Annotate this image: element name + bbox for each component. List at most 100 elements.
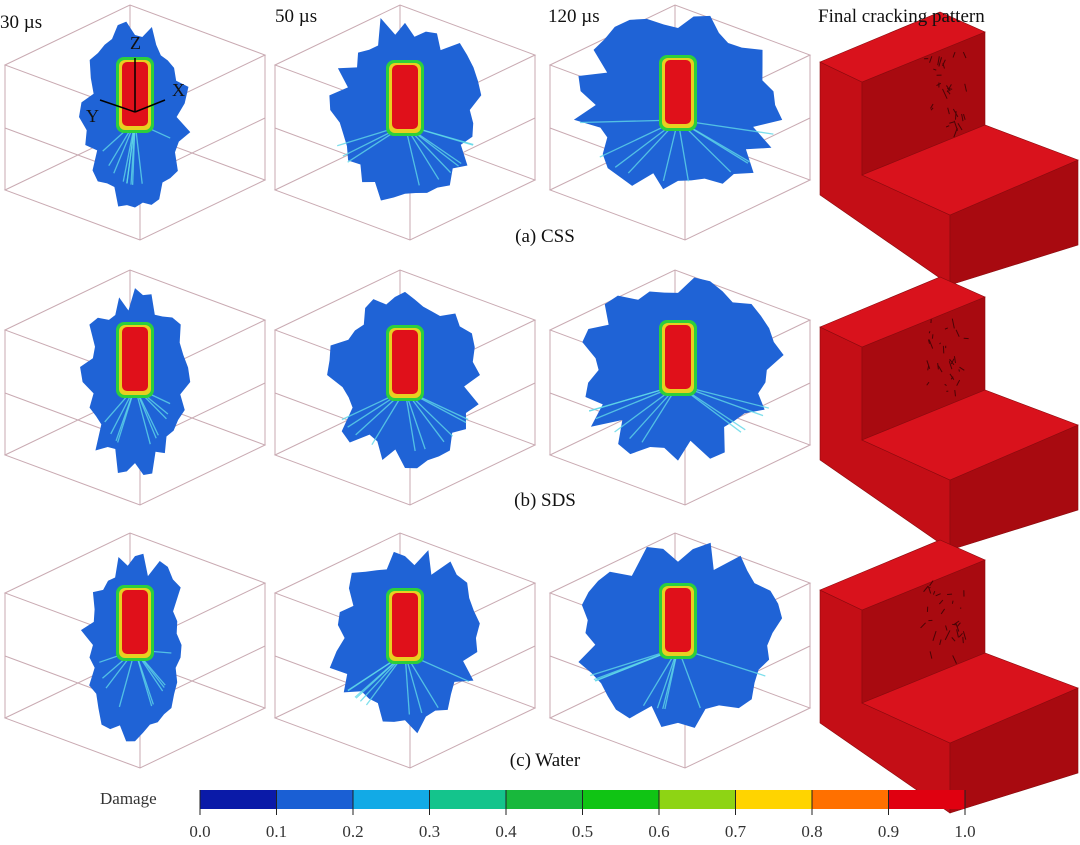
panel-r2-c2 [548,532,812,769]
colorbar-tick-label: 0.8 [801,822,823,841]
colorbar-segment-1 [276,790,353,809]
caption-water: (c) Water [509,750,581,771]
colorbar-segment-0 [200,790,277,809]
panel-r1-c0 [3,269,267,506]
colorbar-tick-label: 0.7 [724,822,747,841]
final-block-r2 [819,539,1079,814]
colorbar-tick-label: 0.1 [265,822,288,841]
crack-line [920,622,926,629]
crack-line [950,376,954,380]
caption-sds: (b) SDS [514,490,576,511]
axis-x-label: X [172,80,185,100]
crack-line [941,59,946,67]
crack-line [937,56,940,66]
crack-line [956,629,959,638]
crack-line [940,608,946,615]
crack-line [950,358,955,365]
crack-line [954,390,956,397]
crack-line [946,84,952,93]
crack-line [962,636,964,644]
colorbar-segment-8 [812,790,889,809]
crack-line [930,107,934,111]
colorbar-tick-label: 0.9 [877,822,900,841]
damage-core [665,588,691,652]
block-top-face [819,11,986,83]
colorbar-tick-label: 1.0 [954,822,976,841]
crack-line [962,51,967,59]
crack-line [939,639,942,645]
crack-line [945,125,950,128]
crack-line [929,651,933,659]
crack-line [956,622,961,628]
panel-r0-c0 [3,4,267,241]
crack-line [961,113,964,122]
block-top-face [819,276,986,348]
damage-core [122,590,148,654]
crack-line [952,655,957,664]
crack-line [951,600,954,604]
crack-line [953,620,960,625]
label-120us: 120 µs [548,6,600,27]
colorbar-tick-label: 0.6 [648,822,670,841]
crack-line [944,383,947,386]
crack-line [927,339,931,344]
damage-core [122,327,148,391]
damage-core [392,330,418,394]
crack-line [927,586,932,594]
damage-core [392,593,418,657]
crack-line [923,585,929,593]
colorbar-tick-label: 0.5 [571,822,594,841]
panel-r2-c1 [273,532,537,769]
crack-line [949,358,955,366]
crack-line [952,51,956,58]
block-step-face [861,389,1079,481]
colorbar-segment-6 [659,790,736,809]
crack-line [951,318,955,329]
label-30us: 30 µs [0,12,43,33]
crack-line [931,334,934,339]
colorbar-segment-7 [735,790,812,809]
x-axis-arrow [134,99,166,113]
label-final-pattern: Final cracking pattern [818,6,985,27]
panel-r1-c1 [273,269,537,506]
crack-line [964,83,967,92]
colorbar-segment-9 [888,790,965,809]
damage-core [665,325,691,389]
crack-line [926,381,930,386]
crack-line [929,56,933,63]
colorbar-segment-3 [429,790,506,809]
colorbar-segment-5 [582,790,659,809]
crack-line [955,329,960,337]
crack-line [942,88,948,99]
block-top-face [819,539,986,611]
crack-line [945,625,948,631]
panel-r0-c2 [548,4,812,241]
crack-line [954,111,957,120]
block-step-face [861,652,1079,744]
axis-y-label: Y [86,106,99,126]
crack-line [933,68,937,71]
crack-line [937,362,939,370]
colorbar-tick-label: 0.3 [418,822,441,841]
crack-line [948,361,953,370]
crack-line [928,339,934,349]
colorbar-tick-label: 0.0 [189,822,211,841]
crack-line [929,580,934,586]
crack-line [949,121,955,124]
crack-line [935,593,941,597]
panel-r1-c2 [548,269,812,506]
crack-line [930,103,934,109]
damage-core [665,60,691,124]
crack-line [958,369,960,372]
final-block-r0 [819,11,1079,286]
crack-line [939,342,941,345]
crack-line [926,360,931,369]
colorbar-title: Damage [100,789,157,808]
crack-line [938,599,944,605]
final-block-r1 [819,276,1079,551]
crack-line [953,356,957,364]
crack-line [947,107,950,115]
crack-line [963,113,966,120]
